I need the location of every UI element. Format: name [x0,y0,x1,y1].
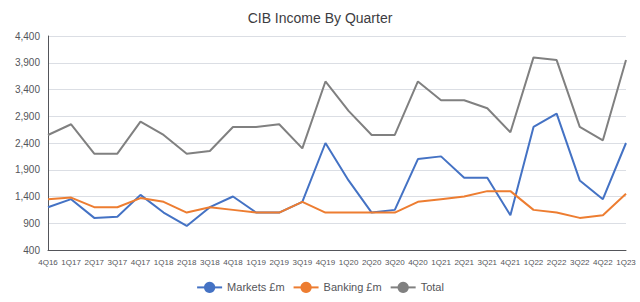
svg-text:3Q20: 3Q20 [385,258,405,267]
svg-text:2Q21: 2Q21 [454,258,474,267]
svg-text:4,400: 4,400 [15,31,40,42]
svg-text:2Q20: 2Q20 [362,258,382,267]
svg-text:1Q17: 1Q17 [61,258,81,267]
svg-text:1Q23: 1Q23 [616,258,636,267]
svg-text:4Q19: 4Q19 [316,258,336,267]
svg-text:3,900: 3,900 [15,57,40,68]
svg-text:1Q21: 1Q21 [431,258,451,267]
svg-text:1Q19: 1Q19 [246,258,266,267]
svg-text:2Q17: 2Q17 [84,258,104,267]
svg-text:Markets £m: Markets £m [227,281,284,293]
svg-text:3Q22: 3Q22 [570,258,590,267]
svg-text:1Q22: 1Q22 [524,258,544,267]
svg-text:3Q19: 3Q19 [293,258,313,267]
svg-text:CIB Income By Quarter: CIB Income By Quarter [248,10,393,26]
svg-text:2,400: 2,400 [15,138,40,149]
svg-text:1Q18: 1Q18 [154,258,174,267]
svg-text:1,900: 1,900 [15,164,40,175]
svg-text:2,900: 2,900 [15,111,40,122]
svg-text:3,400: 3,400 [15,84,40,95]
svg-text:4Q18: 4Q18 [223,258,243,267]
svg-text:3Q18: 3Q18 [200,258,220,267]
svg-text:2Q22: 2Q22 [547,258,567,267]
svg-text:Total: Total [421,281,444,293]
svg-text:2Q19: 2Q19 [269,258,289,267]
svg-text:4Q16: 4Q16 [38,258,58,267]
svg-text:4Q21: 4Q21 [501,258,521,267]
svg-text:4Q22: 4Q22 [593,258,613,267]
svg-text:2Q18: 2Q18 [177,258,197,267]
svg-text:3Q21: 3Q21 [477,258,497,267]
svg-text:1,400: 1,400 [15,191,40,202]
svg-text:900: 900 [23,218,40,229]
svg-text:400: 400 [23,245,40,256]
svg-text:4Q20: 4Q20 [408,258,428,267]
svg-text:1Q20: 1Q20 [339,258,359,267]
svg-text:4Q17: 4Q17 [131,258,151,267]
svg-text:Banking £m: Banking £m [324,281,382,293]
svg-text:3Q17: 3Q17 [108,258,128,267]
